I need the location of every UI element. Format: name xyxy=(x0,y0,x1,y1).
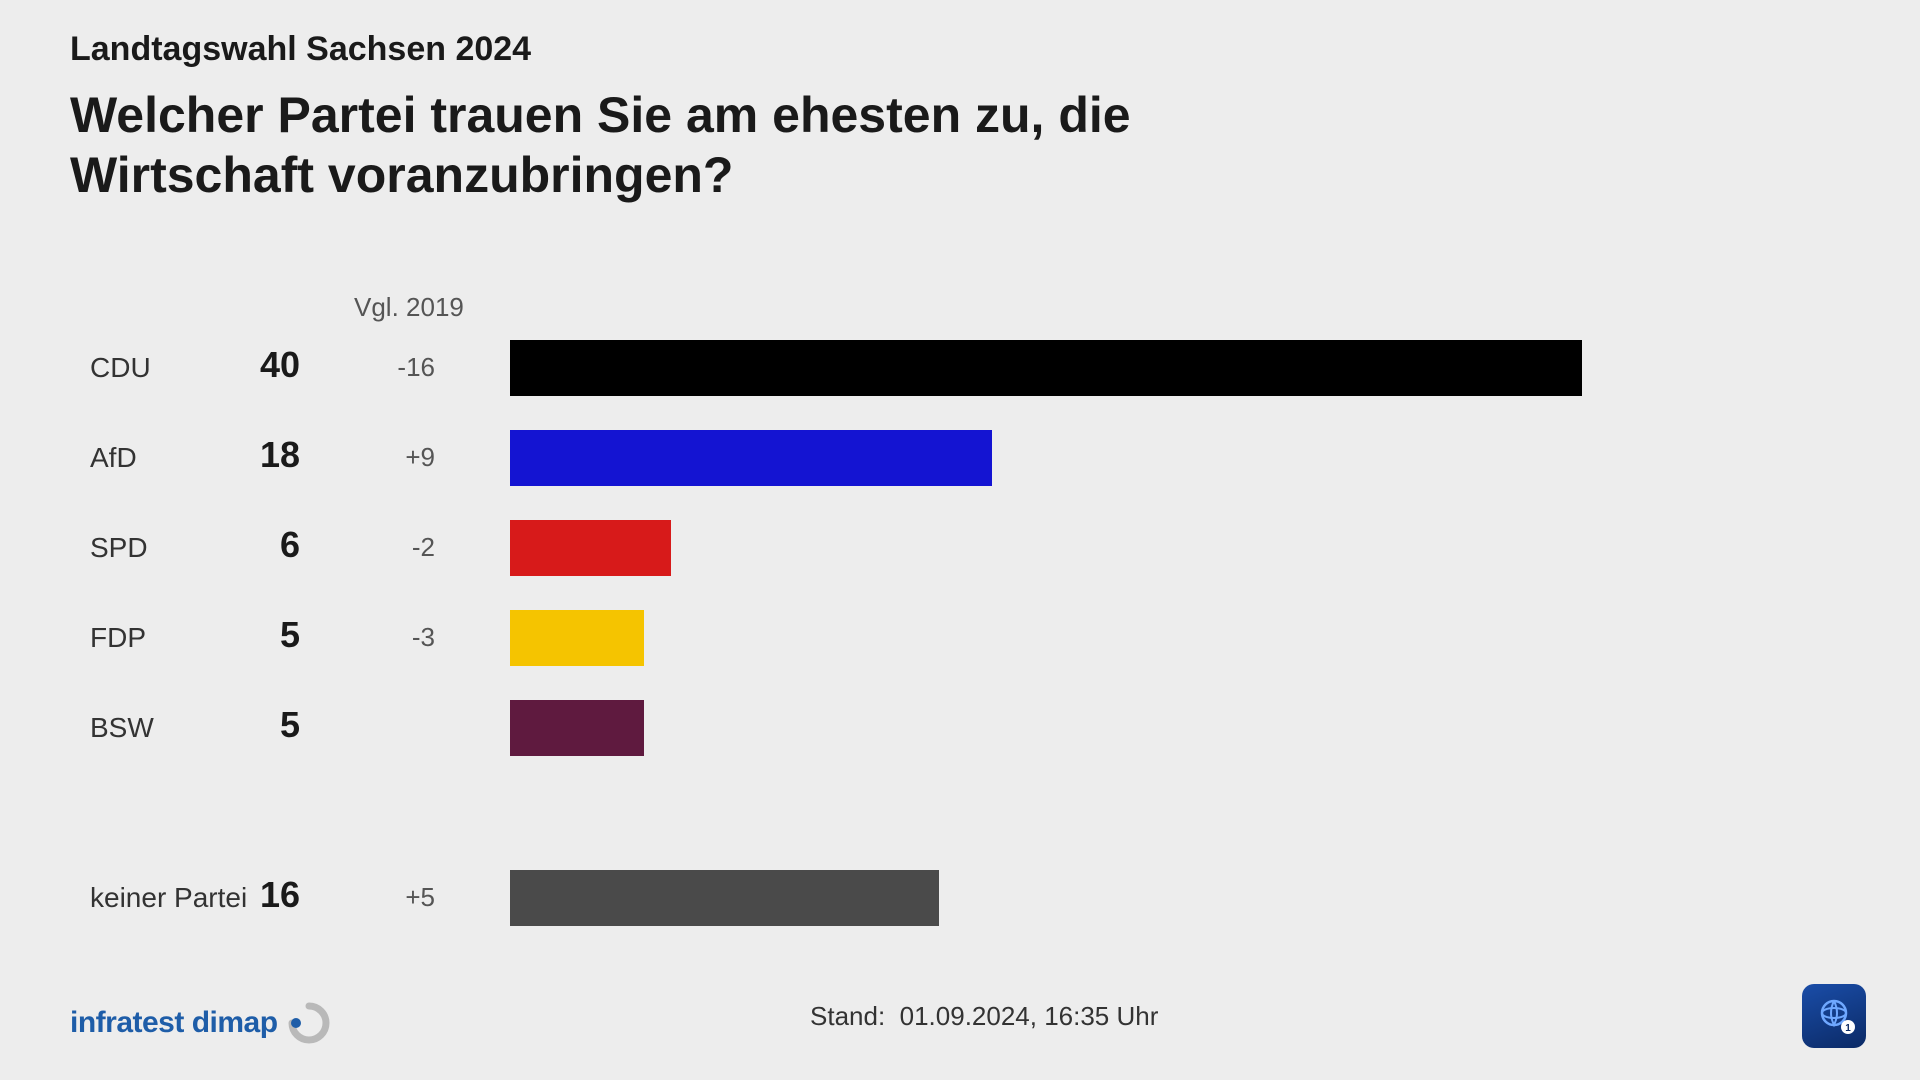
bar-value: 18 xyxy=(260,434,300,476)
bar-value: 5 xyxy=(280,704,300,746)
bar-row: CDU 40 -16 xyxy=(70,330,1670,420)
bar-value: 5 xyxy=(280,614,300,656)
row-gap xyxy=(70,780,1670,860)
bar-row: SPD 6 -2 xyxy=(70,510,1670,600)
timestamp-value: 01.09.2024, 16:35 Uhr xyxy=(900,1001,1159,1031)
bar-row: AfD 18 +9 xyxy=(70,420,1670,510)
bar-chart: CDU 40 -16 AfD 18 +9 SPD 6 -2 FDP 5 -3 BSW 5 keiner Pa… xyxy=(70,330,1670,950)
party-label: AfD xyxy=(90,442,137,474)
bar-delta: -3 xyxy=(412,622,435,653)
bar-delta: +9 xyxy=(405,442,435,473)
bar-delta: +5 xyxy=(405,882,435,913)
bar-rect xyxy=(510,700,644,756)
channel-logo: 1 xyxy=(1802,984,1866,1048)
bar-row: FDP 5 -3 xyxy=(70,600,1670,690)
timestamp-prefix: Stand: xyxy=(810,1001,885,1031)
bar-delta: -16 xyxy=(397,352,435,383)
footer: infratest dimap Stand: 01.09.2024, 16:35… xyxy=(0,984,1920,1044)
source-name: infratest dimap xyxy=(70,1006,278,1040)
party-label: SPD xyxy=(90,532,148,564)
party-label: CDU xyxy=(90,352,151,384)
source-logo: infratest dimap xyxy=(70,1002,330,1044)
overline-title: Landtagswahl Sachsen 2024 xyxy=(70,30,531,69)
bar-rect xyxy=(510,610,644,666)
bar-rect xyxy=(510,520,671,576)
source-icon xyxy=(288,1002,330,1044)
bar-row: keiner Partei 16 +5 xyxy=(70,860,1670,950)
comparison-header: Vgl. 2019 xyxy=(354,292,464,323)
bar-delta: -2 xyxy=(412,532,435,563)
bar-rect xyxy=(510,340,1582,396)
bar-value: 16 xyxy=(260,874,300,916)
headline-question: Welcher Partei trauen Sie am ehesten zu,… xyxy=(70,85,1370,205)
bar-value: 40 xyxy=(260,344,300,386)
bar-row: BSW 5 xyxy=(70,690,1670,780)
timestamp: Stand: 01.09.2024, 16:35 Uhr xyxy=(810,1001,1158,1032)
party-label: keiner Partei xyxy=(90,882,247,914)
party-label: FDP xyxy=(90,622,146,654)
svg-text:1: 1 xyxy=(1845,1023,1851,1034)
party-label: BSW xyxy=(90,712,154,744)
bar-rect xyxy=(510,870,939,926)
bar-value: 6 xyxy=(280,524,300,566)
bar-rect xyxy=(510,430,992,486)
